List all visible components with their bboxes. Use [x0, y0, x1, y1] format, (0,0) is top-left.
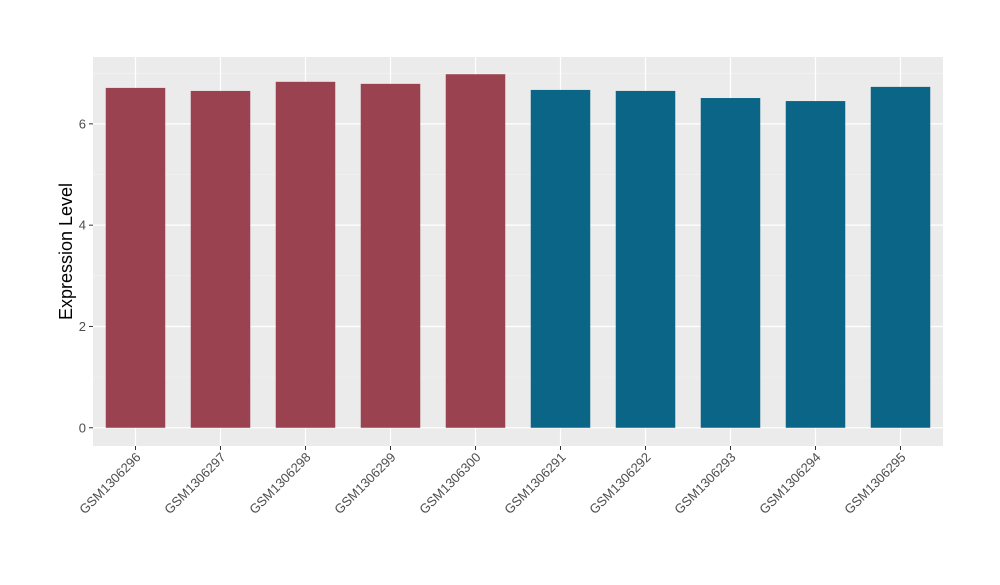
x-tick-label: GSM1306294 — [756, 450, 823, 517]
y-tick-label: 4 — [79, 218, 86, 233]
x-tick-label: GSM1306298 — [246, 450, 313, 517]
bar-GSM1306296 — [105, 87, 166, 428]
bar-GSM1306299 — [360, 83, 421, 428]
bar-GSM1306295 — [870, 86, 931, 428]
x-tick-label: GSM1306297 — [161, 450, 228, 517]
bar-GSM1306292 — [615, 90, 676, 428]
bar-GSM1306293 — [700, 98, 761, 428]
y-tick-label: 0 — [79, 420, 86, 435]
x-tick-label: GSM1306292 — [586, 450, 653, 517]
bar-GSM1306291 — [530, 89, 591, 428]
y-axis-label: Expression Level — [56, 183, 76, 320]
y-tick-label: 2 — [79, 319, 86, 334]
bar-GSM1306300 — [445, 74, 506, 428]
y-tick-label: 6 — [79, 116, 86, 131]
x-tick-label: GSM1306296 — [76, 450, 143, 517]
x-tick-label: GSM1306299 — [331, 450, 398, 517]
bar-GSM1306294 — [785, 101, 846, 428]
x-tick-label: GSM1306291 — [501, 450, 568, 517]
x-tick-label: GSM1306300 — [416, 450, 483, 517]
x-tick-label: GSM1306293 — [671, 450, 738, 517]
x-tick-label: GSM1306295 — [841, 450, 908, 517]
bar-GSM1306298 — [275, 81, 336, 428]
bar-GSM1306297 — [190, 90, 251, 428]
